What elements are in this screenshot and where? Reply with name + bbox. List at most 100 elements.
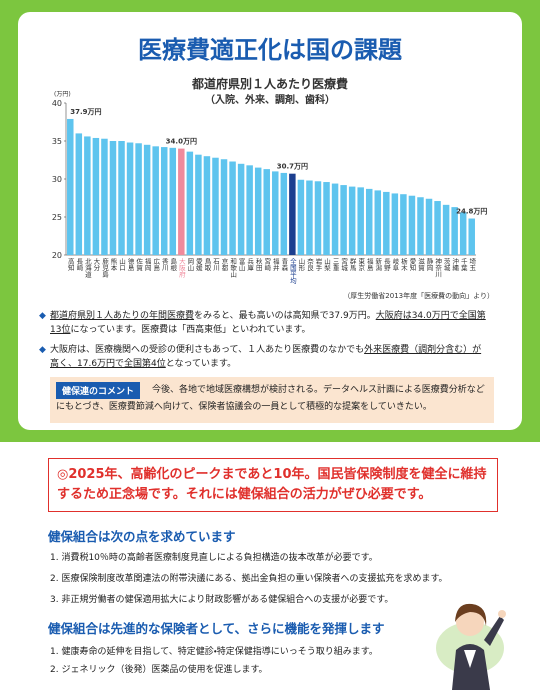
bar	[297, 179, 305, 255]
y-tick-label: 40	[52, 99, 62, 108]
bar	[425, 198, 433, 255]
data-label: 30.7万円	[277, 163, 308, 171]
collar	[464, 650, 476, 668]
x-tick-label: 鳥取	[203, 257, 211, 273]
x-tick-label: 石川	[211, 258, 219, 272]
x-tick-label: 大分	[92, 257, 100, 273]
bar	[212, 157, 219, 255]
x-tick-label: 東京	[357, 257, 365, 272]
text: 外来医療費（調剤分含む）が高く、17.6万円で全国第4位	[50, 345, 482, 369]
x-tick-label: 徳島	[126, 257, 134, 273]
x-tick-label: 山形	[297, 258, 305, 273]
x-tick-label: 福島	[365, 257, 373, 273]
bar	[263, 169, 270, 255]
bar	[280, 172, 288, 255]
comment-text: 今後、各地で地域医療構想が検討される。データヘルス計画による医療費分析などにもと…	[56, 385, 485, 412]
bar	[434, 201, 441, 255]
bar	[237, 163, 245, 255]
bar	[246, 165, 253, 255]
x-tick-label: 茨城	[442, 257, 450, 273]
y-tick-label: 35	[52, 137, 62, 146]
text: になっています。医療費は「西高東低」といわれています。	[70, 325, 311, 335]
bullet: 大阪府は、医療機関への受診の便利さもあって、１人あたり医療費のなかでも外来医療費…	[39, 343, 490, 371]
x-tick-label: 青森	[280, 257, 288, 273]
bar	[195, 154, 202, 255]
source-note: （厚生労働省2013年度「医療費の動向」より）	[343, 291, 494, 300]
chart-title: 都道府県別１人あたり医療費	[191, 76, 348, 91]
y-tick-label: 30	[52, 175, 62, 184]
x-tick-label: 全国平均	[288, 257, 296, 286]
bar	[306, 180, 313, 255]
bar	[160, 147, 168, 255]
bar	[408, 195, 416, 255]
x-tick-label: 北海道	[83, 258, 91, 279]
x-tick-label: 大阪府	[177, 257, 185, 279]
bullet: 都道府県別１人あたりの年間医療費をみると、最も高いのは高知県で37.9万円。大阪…	[39, 309, 490, 337]
bar	[203, 156, 211, 255]
x-tick-label: 宮城	[340, 257, 348, 273]
list-item: 2. ジェネリック（後発）医薬品の使用を促進します。	[50, 665, 268, 675]
x-tick-label: 宮崎	[263, 257, 271, 272]
bar	[340, 185, 347, 255]
hand	[498, 610, 506, 618]
bar	[459, 212, 467, 255]
bar	[126, 142, 134, 255]
x-tick-label: 沖縄	[451, 257, 459, 273]
data-label: 24.8万円	[456, 208, 487, 216]
x-tick-label: 京都	[220, 258, 228, 273]
x-tick-label: 和歌山	[229, 257, 237, 279]
x-tick-label: 長野	[382, 258, 390, 272]
x-tick-label: 山口	[118, 258, 126, 272]
bar	[143, 144, 151, 255]
x-tick-label: 佐賀	[135, 257, 143, 273]
list-item: 1. 消費税10％時の高齢者医療制度見直しによる負担構造の抜本改革が必要です。	[50, 553, 378, 563]
list-item: 3. 非正規労働者の健保適用拡大により財政影響がある健保組合への支援が必要です。	[50, 595, 394, 605]
notice: ◎2025年、高齢化のピークまであと10年。国民皆保険制度を健全に維持するため正…	[48, 458, 498, 512]
x-tick-label: 兵庫	[246, 257, 254, 273]
body-shape	[452, 644, 490, 690]
x-tick-label: 岩手	[314, 257, 322, 273]
bar	[169, 147, 177, 255]
section-heading: 健保組合は次の点を求めています	[48, 529, 236, 544]
text: となっています。	[165, 359, 237, 369]
comment-box: 今後、各地で地域医療構想が検討される。データヘルス計画による医療費分析などにもと…	[50, 377, 494, 423]
x-tick-label: 高知	[66, 257, 74, 273]
x-tick-label: 愛媛	[194, 257, 202, 273]
bar	[357, 187, 364, 255]
comment-label: 健保連のコメント	[56, 382, 141, 399]
section-heading: 健保組合は先進的な保険者として、さらに機能を発揮します	[48, 621, 385, 636]
x-tick-label: 新潟	[374, 257, 382, 273]
bar	[75, 133, 83, 255]
bar	[229, 161, 236, 255]
bar	[374, 190, 382, 255]
x-tick-label: 香川	[160, 257, 168, 272]
x-tick-label: 長崎	[75, 258, 83, 272]
x-tick-label: 福岡	[143, 257, 151, 273]
x-tick-label: 福井	[271, 257, 279, 273]
bar	[289, 173, 296, 255]
x-tick-label: 神奈川	[434, 257, 442, 278]
bar	[178, 148, 185, 255]
leaf-bg	[436, 622, 504, 674]
bar	[451, 207, 458, 255]
bar	[67, 118, 74, 256]
y-tick-label: 20	[52, 251, 62, 260]
bar	[391, 193, 399, 255]
bar	[442, 204, 450, 255]
bar	[118, 141, 125, 255]
text: 都道府県別１人あたりの年間医療費	[50, 311, 195, 321]
bar	[109, 141, 117, 255]
bar	[152, 146, 159, 255]
y-unit: (万円)	[54, 91, 71, 98]
text: 大阪府は34.0万円で全国第13位	[50, 311, 486, 335]
bar	[314, 181, 322, 255]
bar	[220, 159, 228, 255]
bar	[92, 137, 100, 255]
bar	[135, 143, 142, 255]
x-tick-label: 群馬	[348, 257, 356, 273]
list-item: 1. 健康寿命の延伸を目指して、特定健診・特定保健指導にいっそう取り組みます。	[50, 647, 378, 657]
x-tick-label: 栃木	[399, 257, 407, 273]
text: をみると、最も高いのは高知県で37.9万円。	[194, 311, 376, 321]
